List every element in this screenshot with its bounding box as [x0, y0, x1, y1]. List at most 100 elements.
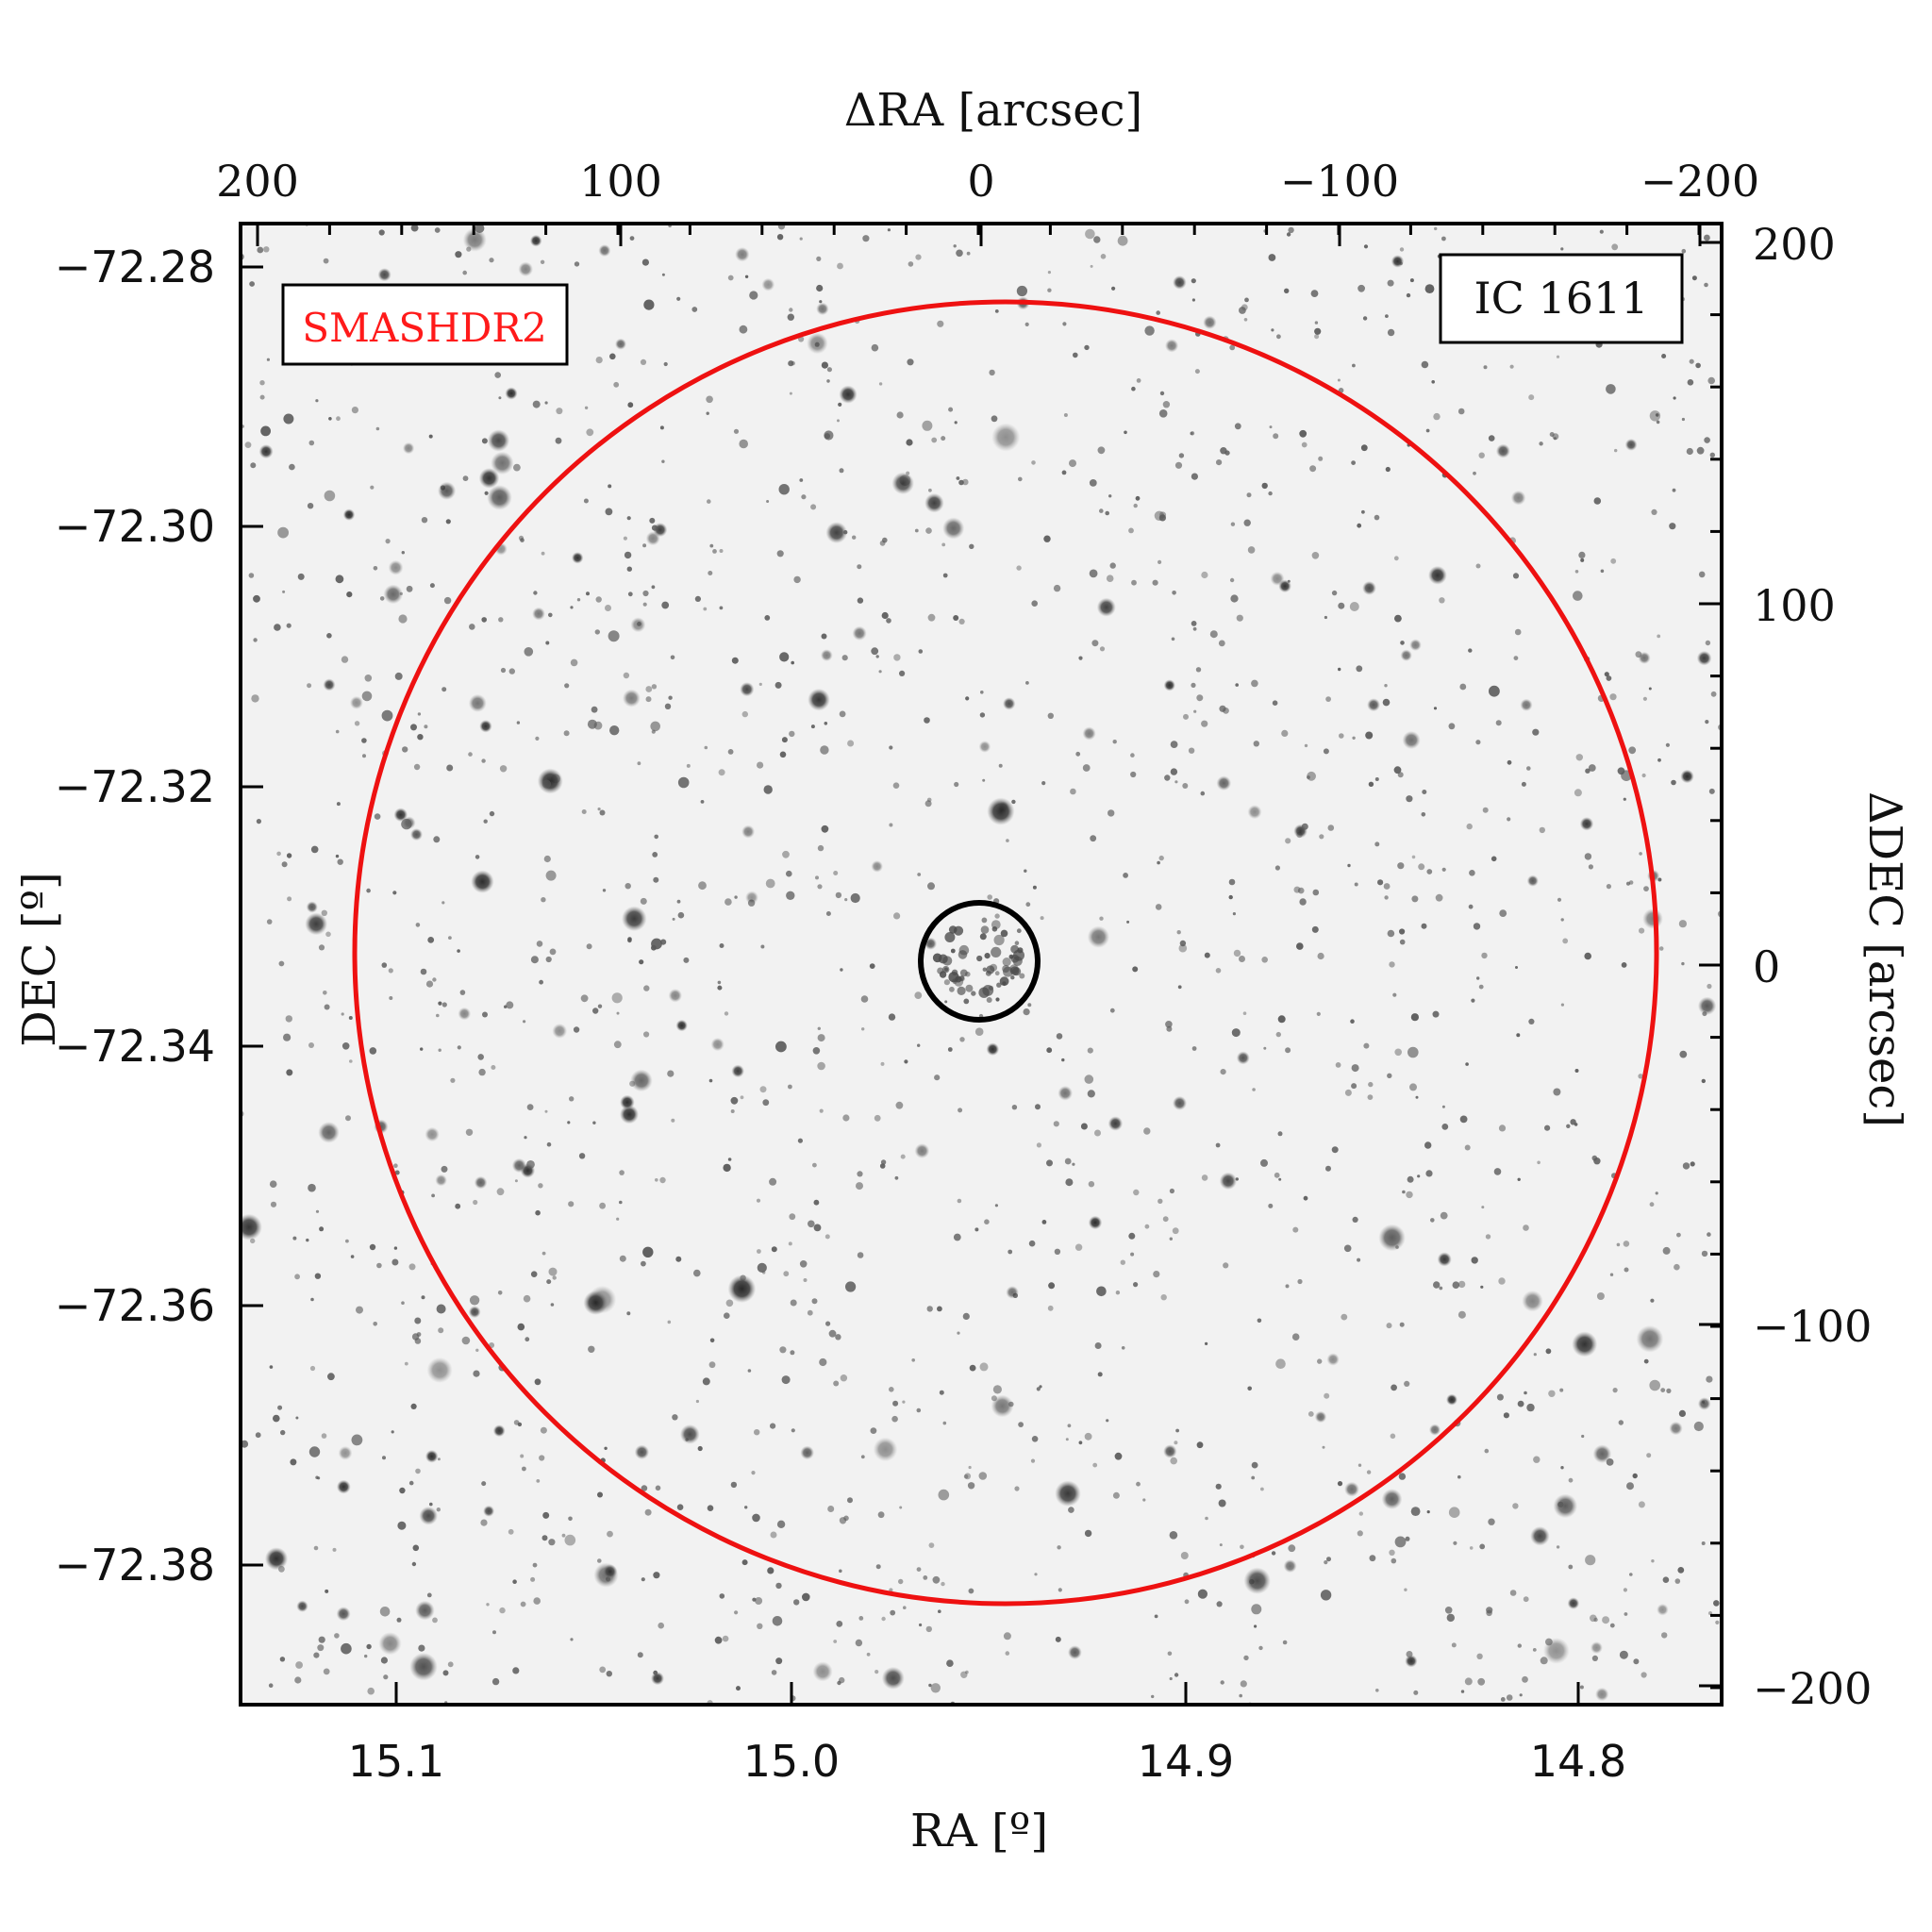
star — [478, 1068, 486, 1076]
star — [1696, 446, 1705, 455]
star — [890, 1609, 896, 1616]
star — [979, 712, 986, 718]
star — [378, 229, 385, 236]
star — [544, 401, 548, 405]
star — [902, 1400, 906, 1404]
star — [672, 917, 675, 921]
star — [310, 845, 319, 854]
star — [573, 1026, 580, 1033]
star — [305, 912, 328, 936]
star — [263, 246, 270, 253]
top-tick-label: −200 — [1641, 156, 1759, 207]
star — [881, 1666, 905, 1690]
star — [398, 614, 408, 624]
star — [1236, 1051, 1250, 1065]
star — [1425, 428, 1430, 433]
star — [879, 1163, 886, 1169]
star — [1055, 1636, 1061, 1642]
star — [286, 1069, 293, 1076]
star — [498, 617, 504, 623]
star — [1008, 1249, 1013, 1255]
star — [866, 1652, 871, 1657]
star — [1439, 1286, 1443, 1291]
star — [1357, 1463, 1362, 1467]
star — [1655, 1191, 1658, 1195]
star — [1459, 1115, 1468, 1124]
star — [1468, 904, 1474, 909]
star — [1641, 773, 1646, 778]
star — [1030, 1458, 1036, 1463]
star — [932, 1575, 941, 1584]
star — [1106, 1419, 1109, 1423]
star — [1243, 1655, 1249, 1661]
star — [545, 870, 557, 881]
star — [906, 439, 913, 446]
cluster-star — [949, 986, 955, 992]
star — [789, 730, 795, 738]
star — [461, 1336, 471, 1345]
star — [944, 1000, 948, 1004]
star — [763, 785, 773, 794]
star — [1638, 1501, 1645, 1508]
star — [592, 1121, 596, 1124]
star — [544, 1109, 548, 1113]
star — [747, 1369, 752, 1373]
star — [958, 1108, 963, 1113]
star — [1338, 602, 1345, 609]
star — [443, 596, 452, 605]
star — [310, 1297, 314, 1302]
star — [730, 1109, 735, 1113]
star — [1466, 823, 1473, 830]
star — [399, 1487, 406, 1494]
top-tick-label: 0 — [967, 156, 994, 207]
star — [1407, 1175, 1414, 1183]
star — [914, 991, 923, 999]
star — [916, 1407, 922, 1413]
star — [1609, 1273, 1614, 1276]
star — [771, 1670, 777, 1675]
star — [450, 1077, 456, 1083]
star — [706, 411, 709, 415]
star — [791, 360, 795, 366]
star — [1413, 1690, 1419, 1695]
star — [1275, 1358, 1286, 1369]
star — [1448, 723, 1456, 730]
star — [1392, 992, 1397, 997]
star — [1326, 1353, 1340, 1366]
star — [625, 883, 631, 890]
star — [1661, 1632, 1668, 1639]
star — [1657, 758, 1661, 762]
star — [870, 1427, 877, 1434]
star — [903, 1606, 907, 1609]
star — [1028, 1240, 1036, 1247]
star — [1018, 1422, 1024, 1427]
cluster-star — [991, 946, 1002, 958]
star — [860, 1455, 865, 1459]
star — [1067, 1424, 1072, 1428]
star — [875, 1564, 881, 1570]
star — [564, 1534, 576, 1546]
star — [1318, 456, 1324, 461]
star — [1606, 384, 1616, 394]
star — [1003, 1632, 1011, 1641]
star — [1588, 864, 1593, 870]
star — [824, 430, 834, 441]
star — [1399, 247, 1405, 252]
star — [1247, 1386, 1252, 1391]
star — [731, 1064, 744, 1078]
star — [871, 860, 883, 873]
star — [1591, 1655, 1598, 1661]
star — [1285, 1047, 1291, 1054]
star — [1399, 939, 1406, 945]
star — [839, 1569, 842, 1574]
star — [1036, 1142, 1041, 1148]
star — [536, 1479, 541, 1483]
star — [1362, 581, 1376, 595]
left-tick-label: −72.36 — [55, 1280, 215, 1331]
star — [650, 721, 660, 732]
star — [623, 672, 630, 679]
cluster-star — [988, 985, 993, 991]
star — [924, 717, 930, 724]
right-tick-label: 0 — [1753, 941, 1780, 992]
star — [1590, 1641, 1603, 1655]
